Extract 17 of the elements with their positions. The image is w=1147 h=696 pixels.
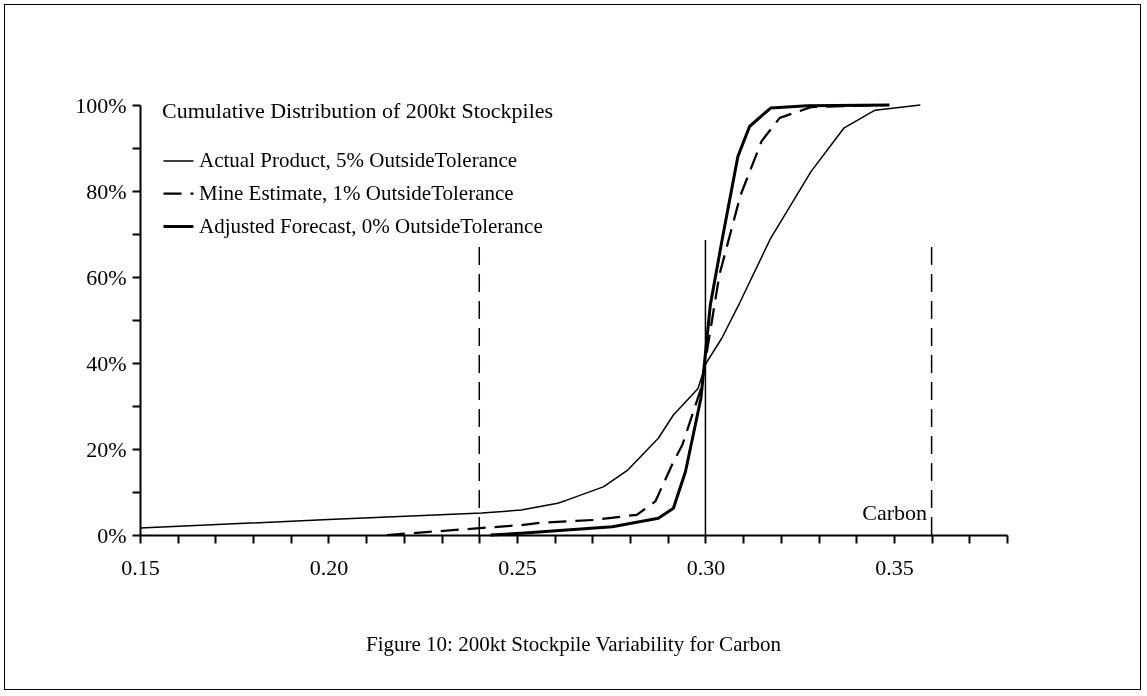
y-tick-label: 40% bbox=[86, 350, 127, 376]
x-tick-label: 0.25 bbox=[498, 554, 537, 580]
x-tick-label: 0.35 bbox=[875, 554, 914, 580]
y-tick-label: 20% bbox=[86, 436, 127, 462]
y-tick-label: 60% bbox=[86, 264, 127, 290]
x-tick-label: 0.15 bbox=[121, 554, 160, 580]
y-tick-label: 0% bbox=[97, 522, 127, 548]
legend-label: Adjusted Forecast, 0% OutsideTolerance bbox=[199, 213, 543, 238]
y-tick-label: 100% bbox=[75, 92, 127, 118]
chart-title: Cumulative Distribution of 200kt Stockpiles bbox=[162, 98, 554, 123]
x-tick-label: 0.30 bbox=[686, 554, 726, 580]
y-tick-label: 80% bbox=[86, 178, 127, 204]
x-tick-label: 0.20 bbox=[309, 554, 349, 580]
caption: Figure 10: 200kt Stockpile Variability for Carbon bbox=[366, 632, 782, 656]
legend-label: Actual Product, 5% OutsideTolerance bbox=[199, 148, 518, 172]
legend-label: Mine Estimate, 1% OutsideTolerance bbox=[199, 180, 514, 205]
annotation: Carbon bbox=[862, 500, 927, 525]
